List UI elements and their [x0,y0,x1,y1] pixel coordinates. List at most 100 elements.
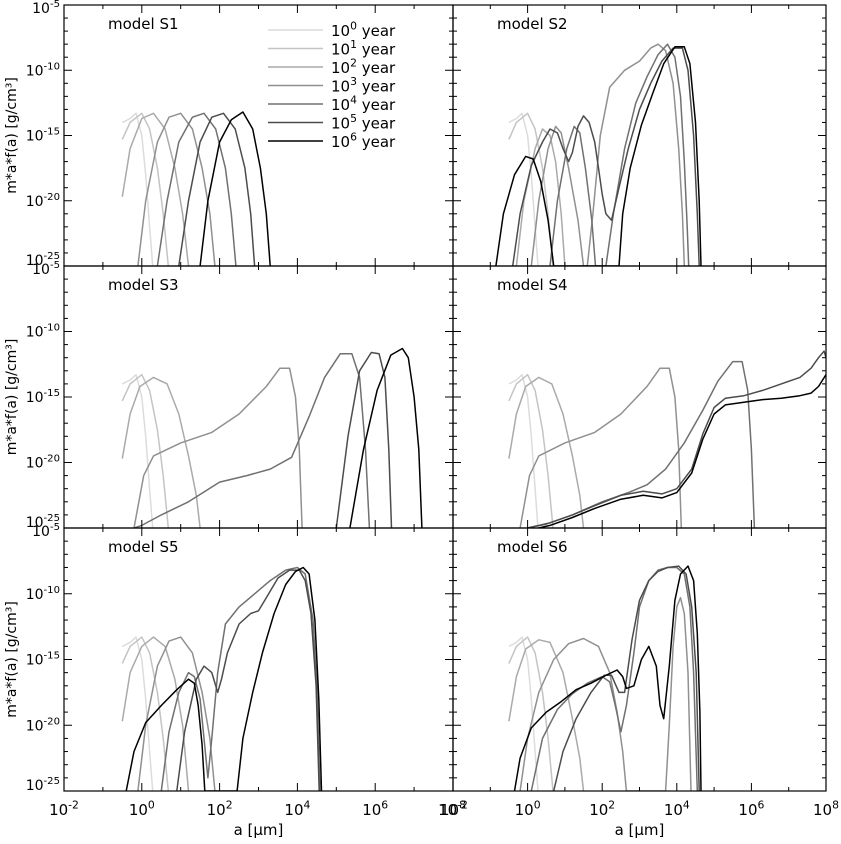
panel-title: model S2 [497,15,568,33]
y-tick-label: 10-20 [26,716,60,734]
series-line-3 [519,367,683,528]
legend-entry: 104 year [331,94,396,114]
series-line-3 [137,636,216,791]
y-axis-label: m*a*f(a) [g/cm³] [4,339,20,456]
panel-model-s3: model S3 10-25 10-20 10-15 10-10 10-5 m*a*f(a)… [4,260,454,531]
panel-model-s1: model S1 10-25 10-20 10-15 10-10 10-5 m*a*f(a)… [4,0,454,269]
series-line-1 [121,112,170,266]
y-tick-label: 10-5 [32,0,60,17]
panel-frame [63,527,454,792]
series-group [495,43,702,266]
series-line-4 [530,566,699,791]
x-tick-label: 104 [284,799,310,819]
y-tick-label: 10-25 [26,776,60,794]
series-line-3 [133,367,303,528]
series-line-1 [508,112,554,266]
y-tick-label: 10-5 [32,522,60,540]
series-line-5 [335,351,393,528]
x-tick-label: 104 [664,799,690,819]
series-line-1 [121,636,170,791]
series-line-1 [508,373,554,528]
series-line-0 [121,373,154,528]
x-tick-label: 10-2 [438,799,468,819]
panel-frame [452,527,827,792]
x-tick-label: 100 [515,799,541,819]
series-group [508,565,702,791]
series-line-4 [549,43,690,266]
series-line-6 [125,566,323,791]
panel-title: model S4 [497,276,568,294]
series-line-6 [513,565,702,791]
legend-entry: 103 year [331,75,396,95]
y-tick-label: 10-20 [26,454,60,472]
series-line-6 [495,46,702,266]
y-tick-label: 10-10 [26,585,60,603]
y-tick-label: 10-15 [26,127,60,145]
series-line-0 [121,636,154,791]
x-tick-label: 106 [738,799,764,819]
x-tick-label: 108 [440,799,466,819]
panel-frame [63,265,454,529]
legend-entry: 100 year [331,20,396,40]
series-line-2 [121,112,190,266]
series-line-3 [137,112,216,266]
panel-title: model S1 [108,15,179,33]
panel-model-s6: model S6 10-2 100 102 104 106 108 a [μm] [438,527,839,839]
x-tick-label: 100 [129,799,155,819]
series-line-3 [530,43,686,266]
series-line-4 [133,353,371,528]
series-group [121,347,423,528]
legend-entry: 102 year [331,57,396,77]
panel-frame [452,4,827,267]
x-axis-label: a [μm] [234,821,284,839]
x-tick-label: 10-2 [49,799,79,819]
legend-entry: 106 year [331,131,396,151]
series-line-5 [176,569,320,791]
panel-model-s4: model S4 [452,265,827,529]
x-tick-label: 102 [207,799,233,819]
x-tick-label: 106 [362,799,388,819]
y-axis-label: m*a*f(a) [g/cm³] [4,77,20,194]
y-axis-label: m*a*f(a) [g/cm³] [4,601,20,718]
y-tick-label: 10-10 [26,61,60,79]
series-line-5 [527,350,826,528]
series-line-6 [349,347,423,528]
series-line-3 [519,596,692,791]
y-tick-label: 10-10 [26,323,60,341]
series-line-4 [156,112,237,266]
y-tick-label: 10-15 [26,388,60,406]
series-line-5 [552,565,700,791]
series-line-0 [508,373,539,528]
panel-model-s5: model S5 10-25 10-20 10-15 10-10 10-5 m*a*f(a)… [4,522,466,839]
series-line-1 [508,636,554,791]
series-group [121,111,271,266]
x-axis-label: a [μm] [615,821,665,839]
series-line-0 [121,112,154,266]
series-line-4 [160,566,321,791]
series-line-6 [199,111,271,266]
panel-model-s2: model S2 [452,4,827,267]
panel-title: model S5 [108,538,179,556]
series-group [121,566,323,791]
panel-title: model S6 [497,538,568,556]
series-line-5 [178,112,256,266]
series-line-6 [535,374,826,528]
series-group [508,350,826,528]
series-line-5 [511,47,700,266]
y-tick-label: 10-5 [32,260,60,278]
y-tick-label: 10-25 [26,251,60,269]
series-line-2 [121,636,190,791]
series-line-2 [508,639,585,791]
series-line-1 [121,373,170,528]
panel-title: model S3 [108,276,179,294]
series-line-2 [508,376,585,528]
series-line-0 [508,636,539,791]
x-tick-label: 102 [589,799,615,819]
legend-entry: 105 year [331,112,396,132]
series-line-2 [121,376,201,528]
y-tick-label: 10-20 [26,192,60,210]
y-tick-label: 10-25 [26,513,60,531]
legend-entry: 101 year [331,38,396,58]
